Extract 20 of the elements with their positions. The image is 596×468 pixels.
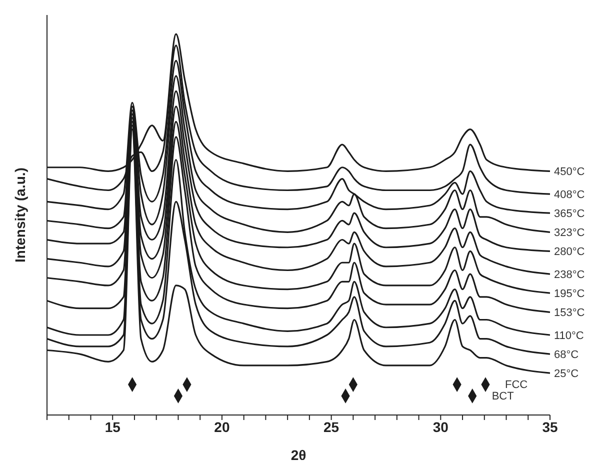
series-label: 195°C <box>554 288 585 300</box>
series-label: 238°C <box>554 269 585 282</box>
y-axis-title: Intensity (a.u.) <box>12 168 28 262</box>
series-label: 25°C <box>554 368 579 380</box>
x-tick-label: 35 <box>542 418 558 435</box>
x-tick-label: 30 <box>432 418 449 435</box>
series-label: 323°C <box>554 227 585 240</box>
series-label: 68°C <box>554 349 579 362</box>
series-label: FCC <box>504 379 528 392</box>
series-label: 365°C <box>554 208 585 220</box>
x-tick-label: 20 <box>214 418 230 435</box>
x-axis-title: 2θ <box>290 447 306 463</box>
series-label: 408°C <box>554 189 585 202</box>
series-label: 280°C <box>554 246 585 258</box>
x-tick-label: 25 <box>324 418 340 435</box>
series-label: 450°C <box>554 166 585 178</box>
series-label: BCT <box>492 390 514 402</box>
series-label: 110°C <box>554 330 584 342</box>
x-tick-label: 15 <box>104 418 121 435</box>
series-label: 153°C <box>554 307 585 320</box>
